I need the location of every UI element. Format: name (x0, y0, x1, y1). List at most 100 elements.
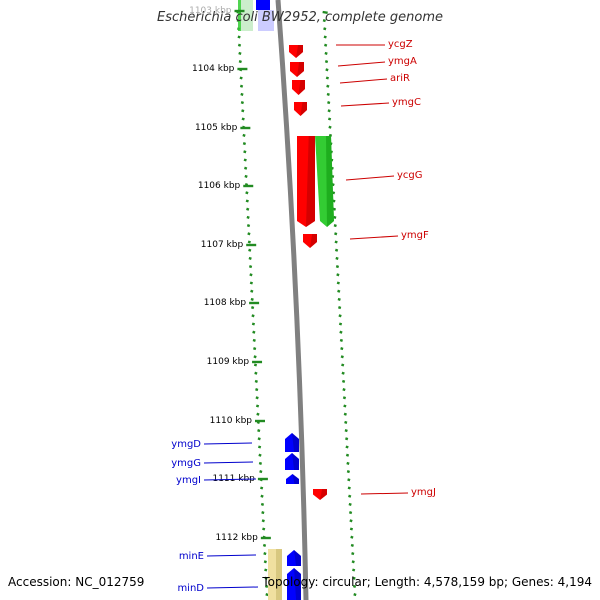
left-tick (254, 379, 258, 383)
right-tick (349, 527, 354, 531)
left-leader-line (206, 554, 257, 557)
right-tick (338, 322, 343, 326)
gene-ymgF-shade (310, 234, 317, 248)
right-tick (352, 568, 356, 572)
left-tick (243, 158, 247, 162)
right-tick (324, 51, 328, 55)
left-tick (251, 322, 256, 326)
right-tick (327, 117, 332, 121)
right-tick (338, 314, 342, 318)
right-tick (335, 265, 340, 269)
left-tick (264, 568, 268, 572)
left-tick (241, 117, 245, 121)
right-tick (344, 420, 348, 424)
left-tick-track (236, 10, 269, 597)
right-tick (345, 437, 349, 441)
gene-ariR-shade (298, 80, 305, 95)
left-tick (242, 133, 246, 137)
left-tick (237, 35, 241, 39)
right-tick (340, 355, 344, 359)
right-leader-line (349, 235, 399, 240)
right-tick (343, 412, 347, 416)
right-tick (344, 429, 348, 433)
top-light-green-feature (241, 0, 253, 31)
right-tick (348, 511, 353, 515)
right-tick (334, 232, 338, 236)
top-blue-feature (256, 0, 270, 10)
right-tick (327, 101, 331, 105)
left-tick (246, 207, 250, 211)
left-tick (250, 306, 255, 310)
left-leader-line (203, 461, 254, 464)
gene-label-right: ymgF (401, 230, 429, 241)
right-leader-line (337, 61, 386, 67)
right-tick (333, 215, 337, 219)
left-tick (237, 43, 242, 47)
right-leader-line (360, 492, 409, 495)
right-tick (345, 453, 350, 457)
right-tick (345, 445, 349, 449)
gene-label-left: ymgG (171, 458, 201, 469)
gene-label-right: ymgA (388, 56, 417, 67)
left-tick (260, 502, 265, 506)
left-tick (253, 363, 258, 367)
gene-minD-shade (294, 568, 301, 600)
left-tick (240, 92, 244, 96)
right-tick (323, 35, 327, 39)
right-tick (347, 486, 351, 490)
kbp-label: 1112 kbp (215, 533, 258, 543)
left-tick (255, 396, 259, 400)
gene-ycgZ-shade (296, 45, 303, 58)
left-tick (253, 347, 257, 351)
left-tick (255, 388, 259, 392)
gene-label-left: ymgI (176, 475, 201, 486)
left-tick (248, 265, 253, 269)
right-tick (339, 338, 343, 342)
left-tick (260, 486, 264, 490)
left-tick (248, 248, 252, 252)
left-leader-line (203, 478, 257, 481)
left-tick (252, 330, 256, 334)
right-tick (341, 363, 345, 367)
right-tick (325, 68, 329, 72)
gene-ymgC-shade (300, 102, 307, 116)
gene-label-right: ymgC (392, 97, 421, 108)
left-tick (239, 76, 243, 80)
right-tick (328, 133, 333, 137)
right-tick (342, 388, 346, 392)
left-tick (245, 191, 249, 195)
gene-ymgJ-shade (320, 489, 327, 500)
right-leader-line (339, 78, 388, 84)
right-tick (328, 125, 332, 129)
top-light-blue-feature (258, 10, 274, 31)
left-tick (247, 232, 251, 236)
topology-label: Topology: circular; Length: 4,578,159 bp… (262, 575, 592, 589)
gene-label-left: minE (179, 551, 204, 562)
right-tick (336, 281, 340, 285)
kbp-labels: 1103 kbp 1104 kbp 1105 kbp 1106 kbp 1107 kbp… (189, 6, 271, 543)
right-tick (324, 60, 329, 64)
right-tick (333, 224, 337, 228)
right-tick (326, 84, 330, 88)
top-features (238, 0, 274, 31)
left-tick (244, 166, 248, 170)
right-tick (352, 584, 357, 588)
right-tick (340, 347, 344, 351)
left-tick (262, 543, 267, 547)
right-tick (337, 297, 341, 301)
right-tick (343, 404, 347, 408)
gene-label-left: minD (177, 583, 204, 594)
kbp-label: 1107 kbp (201, 240, 244, 250)
right-tick (335, 256, 339, 260)
left-tick (257, 429, 261, 433)
right-tick (325, 76, 330, 80)
right-tick (349, 519, 353, 523)
left-tick (250, 297, 254, 301)
left-leader-line (203, 442, 253, 445)
right-tick (323, 27, 327, 31)
gene-label-right: ycgZ (388, 39, 413, 50)
gene-label-left: ymgD (171, 439, 201, 450)
gene-label-right: ycgG (397, 170, 423, 181)
right-tick (346, 461, 350, 465)
